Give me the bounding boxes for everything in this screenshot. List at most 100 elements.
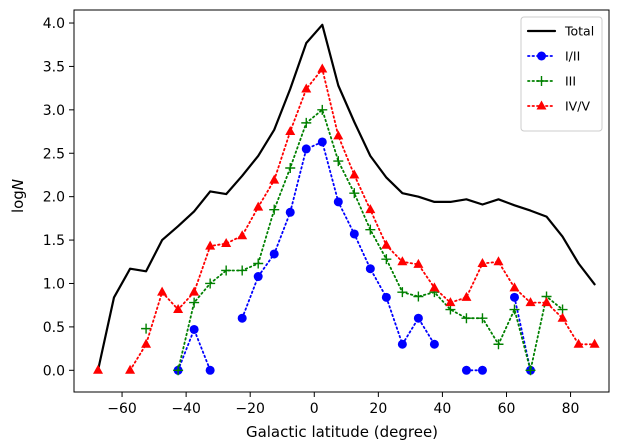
data-point: [237, 230, 248, 240]
data-point: [365, 224, 376, 235]
data-point: [413, 313, 423, 323]
y-tick-label: 0.5: [43, 320, 65, 336]
data-point: [429, 339, 439, 349]
data-point: [349, 188, 360, 199]
data-point: [205, 278, 216, 289]
data-point: [173, 304, 184, 314]
data-point: [93, 364, 104, 374]
data-point: [301, 117, 312, 128]
data-point: [397, 339, 407, 349]
data-point: [189, 324, 199, 334]
data-point: [333, 156, 344, 167]
data-point: [237, 265, 248, 276]
legend-marker: [537, 51, 546, 61]
data-point: [493, 256, 504, 266]
data-point: [317, 137, 327, 147]
data-point: [509, 282, 520, 292]
legend-label: III: [565, 74, 576, 89]
data-point: [221, 238, 232, 248]
y-tick-label: 2.0: [43, 190, 65, 206]
x-tick-label: 40: [433, 401, 451, 417]
x-tick-label: 20: [369, 401, 387, 417]
y-tick-label: 0.0: [43, 363, 65, 379]
data-point: [205, 365, 215, 375]
x-axis-label: Galactic latitude (degree): [246, 423, 438, 441]
data-point: [461, 291, 472, 301]
series-total: [96, 23, 596, 372]
data-point: [381, 254, 392, 265]
data-point: [189, 297, 200, 308]
data-point: [477, 258, 488, 268]
series-line: [241, 141, 436, 346]
data-point: [189, 286, 200, 296]
data-point: [397, 287, 408, 298]
legend-marker: [536, 100, 547, 110]
data-point: [589, 338, 600, 348]
data-point: [141, 323, 152, 334]
data-point: [333, 197, 343, 207]
data-point: [509, 292, 519, 302]
x-tick-label: 0: [310, 401, 319, 417]
y-tick-label: 2.5: [43, 146, 65, 162]
data-point: [253, 258, 264, 269]
legend-label: Total: [564, 24, 594, 39]
data-point: [285, 126, 296, 136]
data-point: [221, 265, 232, 276]
data-point: [205, 240, 216, 250]
y-axis-label-base: log: [9, 190, 27, 213]
data-point: [525, 297, 536, 307]
data-point: [301, 83, 312, 93]
series-line: [513, 296, 532, 372]
data-point: [445, 297, 456, 307]
y-tick-label: 3.0: [43, 103, 65, 119]
data-point: [509, 304, 520, 315]
y-tick-label: 3.5: [43, 59, 65, 75]
series-i-ii: [173, 137, 536, 375]
series-line: [177, 328, 212, 372]
data-point: [461, 313, 472, 324]
data-point: [493, 339, 504, 350]
series-iii: [141, 104, 568, 376]
y-tick-label: 1.5: [43, 233, 65, 249]
data-point: [317, 104, 328, 115]
data-point: [269, 204, 280, 215]
x-tick-label: 80: [562, 401, 580, 417]
data-point: [381, 239, 392, 249]
x-tick-label: −40: [171, 401, 201, 417]
legend: Total I/II III IV/V: [520, 16, 603, 132]
series-iv-v: [93, 63, 600, 374]
data-point: [317, 63, 328, 73]
legend-label: I/II: [565, 49, 580, 64]
x-tick-label: 60: [498, 401, 516, 417]
y-tick-label: 4.0: [43, 16, 65, 32]
data-point: [333, 130, 344, 140]
data-point: [237, 313, 247, 323]
data-point: [541, 297, 552, 307]
data-point: [301, 144, 311, 154]
data-point: [141, 338, 152, 348]
y-axis-label: logN: [9, 179, 27, 213]
data-point: [125, 364, 136, 374]
data-point: [253, 272, 263, 282]
data-point: [525, 365, 536, 376]
data-point: [365, 204, 376, 214]
data-point: [365, 264, 375, 274]
series-line: [177, 108, 564, 372]
y-tick-label: 1.0: [43, 276, 65, 292]
data-point: [285, 163, 296, 174]
x-tick-label: −60: [107, 401, 137, 417]
data-point: [445, 304, 456, 315]
legend-label: IV/V: [565, 99, 590, 114]
series-line: [96, 23, 596, 372]
data-point: [413, 291, 424, 302]
data-point: [557, 312, 568, 322]
legend-marker: [536, 76, 547, 86]
plot-frame: [73, 9, 610, 393]
data-point: [397, 256, 408, 266]
data-point: [285, 207, 295, 217]
data-point: [477, 313, 488, 324]
data-point: [173, 365, 184, 376]
data-point: [349, 169, 360, 179]
data-point: [269, 249, 279, 259]
